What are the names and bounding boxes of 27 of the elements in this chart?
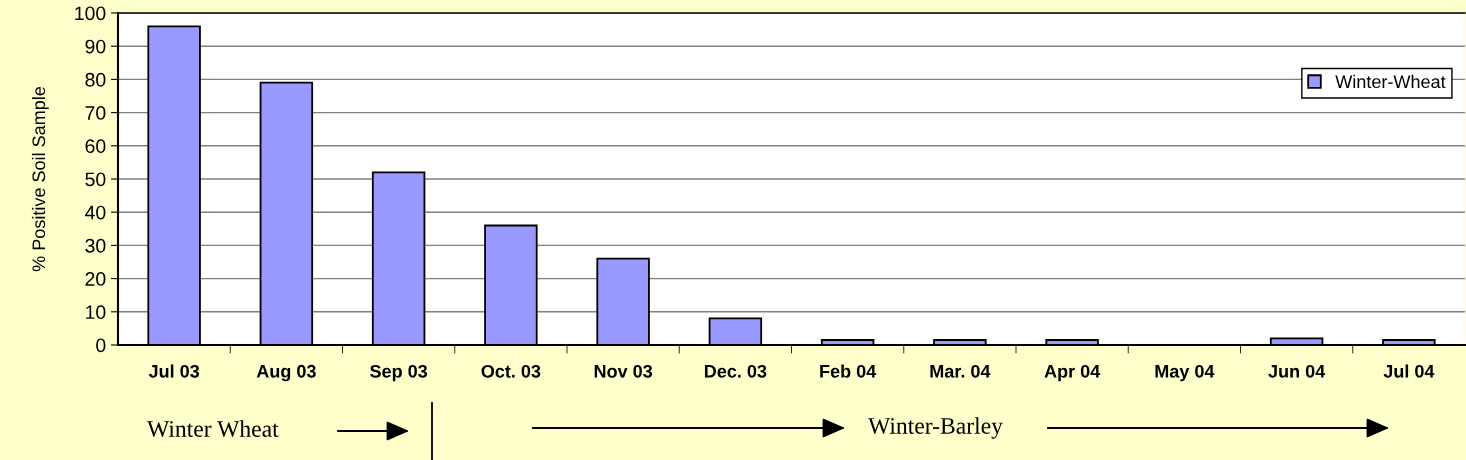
y-tick-label: 50 — [85, 172, 106, 187]
y-tick-label: 70 — [85, 106, 106, 120]
y-tick-label: 10 — [86, 305, 106, 320]
x-tick-label: Aug 03 — [256, 364, 316, 382]
y-tick-label: 60 — [85, 139, 106, 154]
y-tick-label: 0 — [96, 338, 106, 353]
x-tick-label: Dec. 03 — [704, 364, 767, 378]
y-tick-label: 30 — [85, 238, 106, 253]
text: Winter Wheat — [147, 420, 279, 438]
y-tick-label: 40 — [85, 205, 106, 220]
x-tick-label: May 04 — [1155, 364, 1215, 382]
y-tick-label: 90 — [85, 39, 106, 54]
y-tick-label: 100 — [75, 6, 106, 21]
x-tick-label: Sep 03 — [370, 364, 428, 382]
text: Winter-Barley — [868, 417, 1003, 439]
x-tick-label: Jul 04 — [1383, 364, 1435, 378]
x-tick-label: Jul 03 — [148, 364, 200, 378]
x-tick-label: Feb 04 — [820, 364, 877, 378]
x-tick-label: Apr 04 — [1044, 364, 1101, 382]
y-tick-label: 80 — [85, 72, 106, 87]
x-tick-label: Jun 04 — [1268, 364, 1326, 378]
legend-label: Winter-Wheat — [1335, 74, 1446, 89]
y-tick-label: 20 — [85, 272, 106, 286]
x-tick-label: Nov 03 — [594, 364, 653, 378]
x-tick-label: Oct. 03 — [481, 364, 541, 378]
y-axis-title: % Positive Soil Sample — [31, 86, 49, 272]
x-tick-label: Mar. 04 — [930, 364, 991, 378]
